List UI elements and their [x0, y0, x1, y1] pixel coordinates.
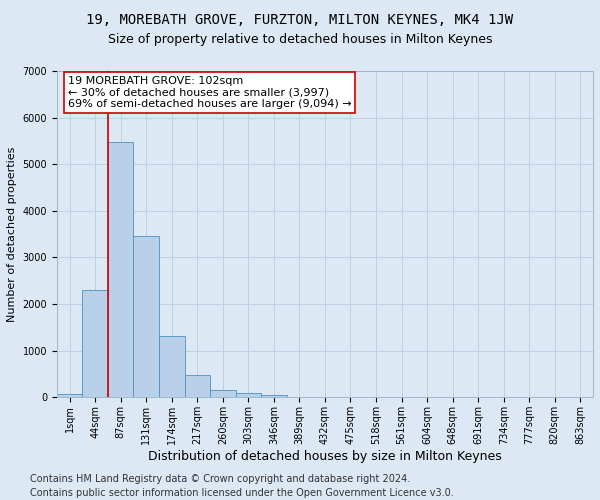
- Bar: [159, 336, 185, 398]
- Text: Size of property relative to detached houses in Milton Keynes: Size of property relative to detached ho…: [108, 32, 492, 46]
- Bar: [57, 394, 82, 398]
- Bar: [82, 290, 108, 398]
- Bar: [261, 395, 287, 398]
- Y-axis label: Number of detached properties: Number of detached properties: [7, 146, 17, 322]
- Text: 19 MOREBATH GROVE: 102sqm
← 30% of detached houses are smaller (3,997)
69% of se: 19 MOREBATH GROVE: 102sqm ← 30% of detac…: [68, 76, 351, 109]
- Text: Contains HM Land Registry data © Crown copyright and database right 2024.
Contai: Contains HM Land Registry data © Crown c…: [30, 474, 454, 498]
- Bar: [185, 376, 210, 398]
- Bar: [133, 236, 159, 398]
- X-axis label: Distribution of detached houses by size in Milton Keynes: Distribution of detached houses by size …: [148, 450, 502, 463]
- Text: 19, MOREBATH GROVE, FURZTON, MILTON KEYNES, MK4 1JW: 19, MOREBATH GROVE, FURZTON, MILTON KEYN…: [86, 12, 514, 26]
- Bar: [236, 393, 261, 398]
- Bar: [210, 390, 236, 398]
- Bar: [108, 142, 133, 398]
